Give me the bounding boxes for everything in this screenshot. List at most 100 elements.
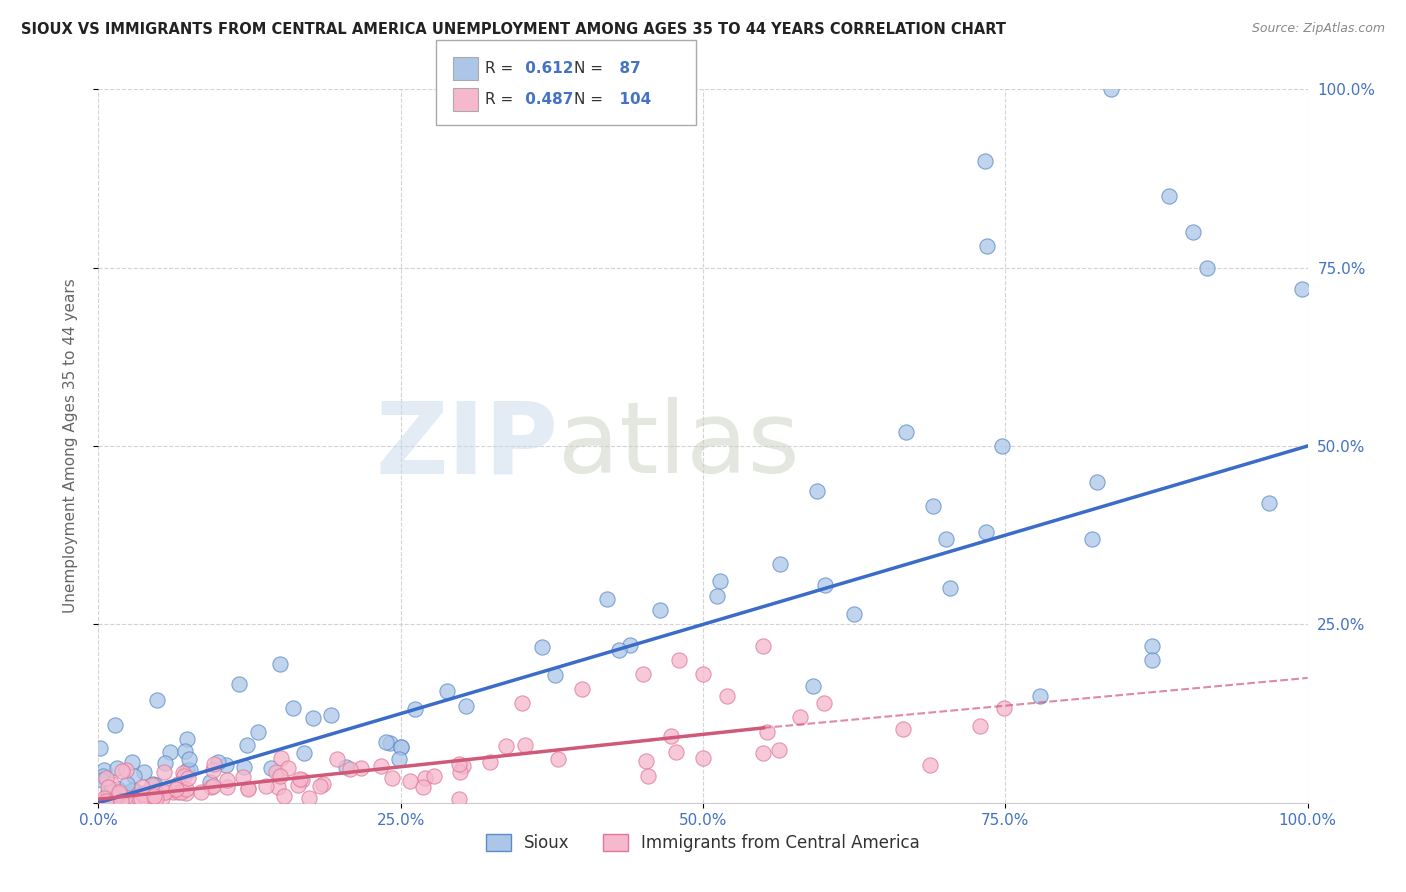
Point bbox=[198, 774, 221, 789]
Point bbox=[752, 746, 775, 760]
Point bbox=[894, 425, 917, 439]
Point bbox=[202, 779, 225, 793]
Point bbox=[1140, 639, 1163, 653]
Point bbox=[264, 764, 287, 779]
Text: N =: N = bbox=[574, 62, 603, 77]
Point bbox=[100, 777, 122, 791]
Point bbox=[238, 781, 260, 796]
Text: N =: N = bbox=[574, 92, 603, 107]
Point bbox=[94, 793, 117, 807]
Point bbox=[530, 640, 553, 654]
Point bbox=[335, 760, 357, 774]
Point bbox=[127, 789, 149, 804]
Point bbox=[145, 790, 167, 805]
Point bbox=[375, 735, 398, 749]
Point bbox=[108, 785, 131, 799]
Point bbox=[131, 787, 153, 801]
Point bbox=[510, 696, 533, 710]
Point bbox=[170, 784, 193, 798]
Point bbox=[706, 589, 728, 603]
Point bbox=[290, 772, 312, 787]
Point bbox=[169, 780, 191, 794]
Point bbox=[1080, 532, 1102, 546]
Point bbox=[233, 760, 256, 774]
Point bbox=[801, 679, 824, 693]
Point bbox=[709, 574, 731, 589]
Point bbox=[453, 759, 475, 773]
Point bbox=[1257, 496, 1279, 510]
Point bbox=[162, 785, 184, 799]
Point bbox=[312, 777, 335, 791]
Point bbox=[142, 786, 165, 800]
Point bbox=[636, 754, 658, 768]
Point bbox=[974, 524, 997, 539]
Point bbox=[174, 786, 197, 800]
Point bbox=[121, 782, 143, 797]
Text: Source: ZipAtlas.com: Source: ZipAtlas.com bbox=[1251, 22, 1385, 36]
Point bbox=[104, 789, 127, 803]
Point bbox=[389, 739, 412, 754]
Point bbox=[813, 696, 835, 710]
Point bbox=[302, 711, 325, 725]
Point bbox=[260, 760, 283, 774]
Point bbox=[716, 689, 738, 703]
Point bbox=[117, 777, 139, 791]
Point bbox=[378, 736, 401, 750]
Point bbox=[267, 780, 290, 795]
Point bbox=[370, 759, 392, 773]
Point bbox=[269, 657, 291, 671]
Point bbox=[449, 765, 471, 780]
Point bbox=[174, 782, 197, 797]
Point bbox=[167, 784, 190, 798]
Point bbox=[177, 752, 200, 766]
Point bbox=[138, 792, 160, 806]
Point bbox=[993, 701, 1015, 715]
Point bbox=[814, 577, 837, 591]
Point bbox=[217, 773, 239, 788]
Point bbox=[1142, 653, 1164, 667]
Point bbox=[1157, 189, 1180, 203]
Point bbox=[174, 744, 197, 758]
Point bbox=[637, 769, 659, 783]
Point bbox=[157, 783, 180, 797]
Point bbox=[100, 785, 122, 799]
Point bbox=[270, 751, 292, 765]
Point bbox=[173, 768, 195, 782]
Point bbox=[108, 793, 131, 807]
Point bbox=[456, 698, 478, 713]
Point bbox=[447, 757, 470, 772]
Point bbox=[269, 769, 291, 783]
Point bbox=[232, 770, 254, 784]
Point bbox=[111, 764, 134, 779]
Point bbox=[94, 794, 117, 808]
Point bbox=[179, 763, 201, 777]
Point bbox=[350, 761, 373, 775]
Point bbox=[991, 439, 1014, 453]
Point bbox=[90, 773, 112, 788]
Point bbox=[495, 739, 517, 753]
Point bbox=[976, 239, 998, 253]
Point bbox=[107, 788, 129, 802]
Point bbox=[607, 643, 630, 657]
Point bbox=[146, 692, 169, 706]
Point bbox=[413, 771, 436, 785]
Point bbox=[398, 773, 420, 788]
Point bbox=[596, 592, 619, 607]
Point bbox=[436, 683, 458, 698]
Point bbox=[121, 755, 143, 769]
Point bbox=[200, 780, 222, 794]
Legend: Sioux, Immigrants from Central America: Sioux, Immigrants from Central America bbox=[479, 827, 927, 859]
Point bbox=[547, 752, 569, 766]
Point bbox=[108, 787, 131, 801]
Point bbox=[153, 765, 176, 780]
Point bbox=[142, 777, 165, 791]
Point bbox=[844, 607, 866, 621]
Point bbox=[159, 745, 181, 759]
Text: 104: 104 bbox=[609, 92, 651, 107]
Point bbox=[247, 725, 270, 739]
Point bbox=[281, 701, 304, 715]
Point bbox=[97, 785, 120, 799]
Point bbox=[1291, 282, 1313, 296]
Point bbox=[769, 557, 792, 571]
Point bbox=[201, 763, 224, 777]
